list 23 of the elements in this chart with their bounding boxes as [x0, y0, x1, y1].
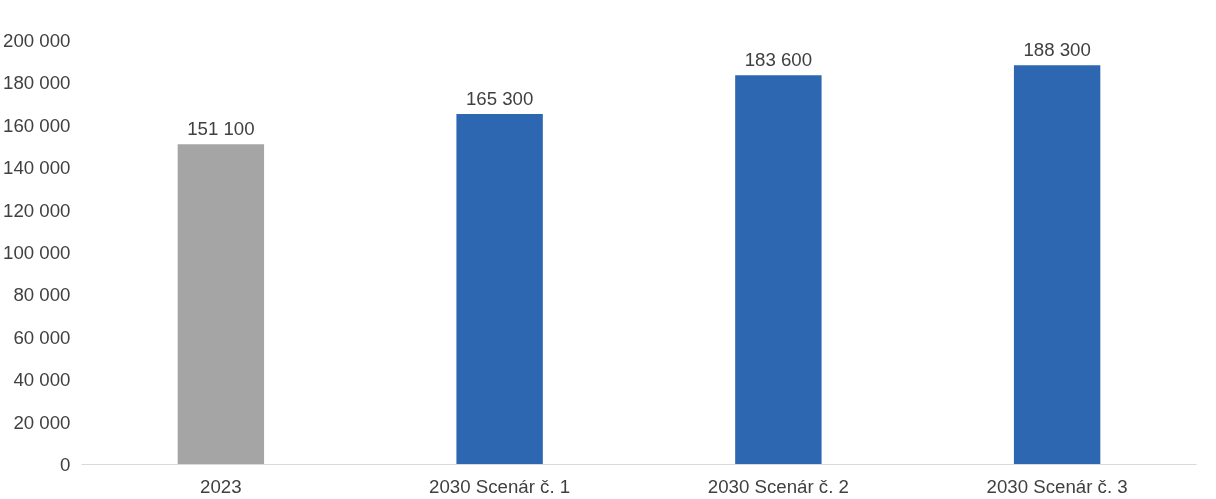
y-tick-label: 80 000: [13, 284, 71, 306]
data-label: 188 300: [1023, 39, 1091, 61]
x-tick-label: 2030 Scenár č. 3: [986, 475, 1128, 497]
x-tick-label: 2030 Scenár č. 2: [707, 475, 849, 497]
data-label: 165 300: [465, 88, 534, 110]
data-label: 183 600: [744, 49, 813, 71]
y-tick-label: 160 000: [3, 114, 71, 136]
x-tick-label: 2023: [200, 475, 242, 497]
bar: [456, 114, 543, 465]
bar: [177, 144, 265, 465]
y-tick-label: 40 000: [13, 369, 71, 391]
data-label: 151 100: [187, 118, 255, 140]
x-tick-label: 2030 Scenár č. 1: [429, 475, 571, 497]
y-tick-label: 140 000: [3, 157, 71, 179]
y-tick-label: 200 000: [3, 30, 71, 51]
bar: [735, 75, 822, 465]
y-tick-label: 60 000: [13, 326, 71, 348]
y-tick-label: 100 000: [3, 242, 71, 263]
y-tick-label: 180 000: [3, 72, 71, 94]
y-tick-label: 120 000: [3, 199, 71, 221]
y-tick-label: 0: [60, 454, 71, 475]
bar: [1013, 65, 1101, 465]
y-tick-label: 20 000: [13, 411, 71, 433]
